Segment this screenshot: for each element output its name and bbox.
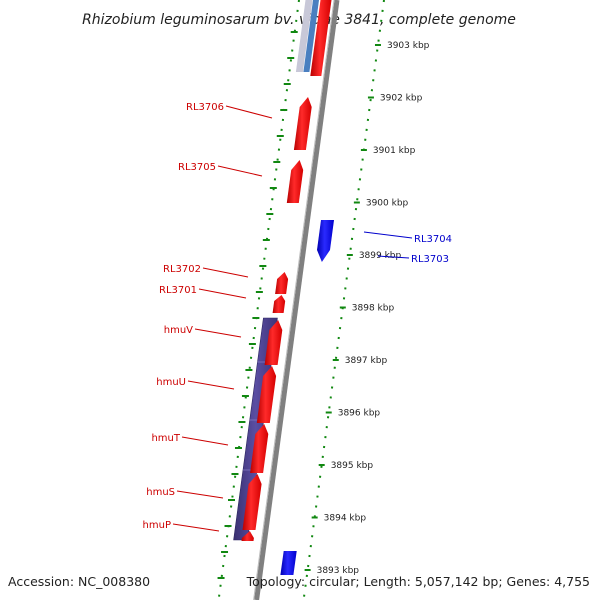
kbp-label: 3903 kbp	[387, 41, 430, 51]
map-title: Rhizobium leguminosarum bv. viciae 3841,…	[82, 12, 516, 28]
kbp-label: 3893 kbp	[317, 566, 360, 576]
gene-label-layer: RL3706 RL3705 RL3704 RL3703 RL3702 RL3701 hmuV…	[143, 102, 452, 532]
inner-dotted-track	[217, 0, 300, 600]
kbp-label: 3902 kbp	[380, 94, 423, 104]
gene-arrow-hmup	[241, 531, 254, 541]
gene-label-hmuv: hmuV	[164, 325, 193, 336]
gene-arrow-hmus	[242, 474, 262, 530]
backbone-highlight	[253, 0, 335, 600]
kbp-label: 3898 kbp	[352, 304, 395, 314]
leader-line-rl3701	[198, 288, 247, 299]
gene-label-hmut: hmuT	[151, 433, 180, 444]
gene-label-rl3706: RL3706	[186, 102, 224, 113]
gene-label-rl3703: RL3703	[411, 254, 449, 265]
gene-arrow-hmuv	[264, 320, 283, 365]
gene-label-rl3704: RL3704	[414, 234, 452, 245]
gene-arrow-hmuu	[256, 366, 277, 423]
gene-label-rl3701: RL3701	[159, 285, 197, 296]
partial-feature-grey	[295, 0, 313, 72]
kbp-label: 3896 kbp	[338, 409, 381, 419]
leader-line-rl3706	[225, 105, 273, 119]
genome-summary-text: Topology: circular; Length: 5,057,142 bp…	[246, 574, 590, 589]
outer-dotted-track	[302, 0, 385, 600]
kbp-label: 3894 kbp	[324, 514, 367, 524]
partial-feature-bottom-blue	[280, 551, 297, 575]
partial-feature-red	[310, 0, 332, 76]
gene-arrow-rl3701	[272, 295, 286, 313]
feature-layer	[233, 0, 334, 575]
leader-line-rl3704	[363, 231, 413, 239]
gene-label-hmuu: hmuU	[156, 377, 186, 388]
track-layer	[217, 0, 385, 600]
gene-arrow-rl3705	[286, 160, 304, 203]
accession-text: Accession: NC_008380	[8, 574, 150, 589]
gene-label-rl3702: RL3702	[163, 264, 201, 275]
gene-arrow-hmut	[250, 424, 269, 473]
kbp-label: 3901 kbp	[373, 146, 416, 156]
gene-label-hmus: hmuS	[146, 487, 175, 498]
leader-line-hmut	[181, 436, 229, 446]
kbp-label: 3900 kbp	[366, 199, 409, 209]
leader-line-hmus	[176, 490, 224, 499]
gene-label-rl3705: RL3705	[178, 162, 216, 173]
leader-line-hmuu	[187, 380, 235, 390]
leader-line-rl3705	[217, 165, 263, 177]
gene-arrow-rl3702	[275, 272, 289, 294]
kbp-label: 3897 kbp	[345, 356, 388, 366]
leader-line-hmup	[172, 523, 220, 532]
leader-line-hmuv	[194, 328, 242, 338]
leader-line-rl3702	[202, 267, 249, 278]
genome-backbone	[254, 0, 340, 600]
gene-label-hmup: hmuP	[143, 520, 171, 531]
leader-line-rl3703	[377, 255, 410, 259]
partial-feature-blue	[303, 0, 319, 72]
kbp-label: 3895 kbp	[331, 461, 374, 471]
gene-arrow-rl3706	[293, 97, 312, 150]
gene-arrow-rl3704	[317, 220, 334, 262]
